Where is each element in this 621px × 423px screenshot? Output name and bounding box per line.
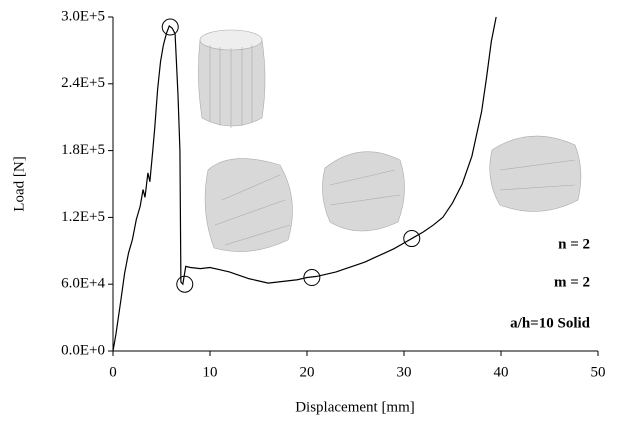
shell-deformed-2 — [322, 151, 405, 232]
y-tick-label: 3.0E+5 — [61, 8, 105, 24]
load-curve — [112, 16, 497, 352]
y-tick-label: 6.0E+4 — [61, 276, 105, 292]
marker-circle — [176, 275, 194, 293]
x-tick-label: 40 — [494, 364, 509, 380]
x-tick-label: 10 — [203, 364, 218, 380]
x-tick-label: 0 — [109, 364, 117, 380]
y-tick-label: 1.8E+5 — [61, 142, 105, 158]
annotation: n = 2 — [558, 236, 590, 252]
x-tick-label: 20 — [300, 364, 315, 380]
marker-circle — [303, 269, 321, 287]
shell-deformed-1 — [204, 158, 293, 252]
marker-circle — [161, 18, 179, 36]
y-tick-label: 1.2E+5 — [61, 209, 105, 225]
y-tick-label: 2.4E+5 — [61, 75, 105, 91]
x-tick-label: 30 — [397, 364, 412, 380]
y-tick-label: 0.0E+0 — [61, 342, 105, 358]
annotation: a/h=10 Solid — [510, 315, 590, 331]
shell-images — [198, 29, 582, 252]
x-tick-label: 50 — [591, 364, 606, 380]
shell-undeformed — [198, 29, 266, 128]
x-axis-label: Displacement [mm] — [295, 399, 415, 415]
shell-deformed-3 — [489, 135, 582, 212]
marker-circle — [403, 230, 421, 248]
y-axis-label: Load [N] — [11, 156, 27, 211]
annotation: m = 2 — [554, 274, 590, 290]
